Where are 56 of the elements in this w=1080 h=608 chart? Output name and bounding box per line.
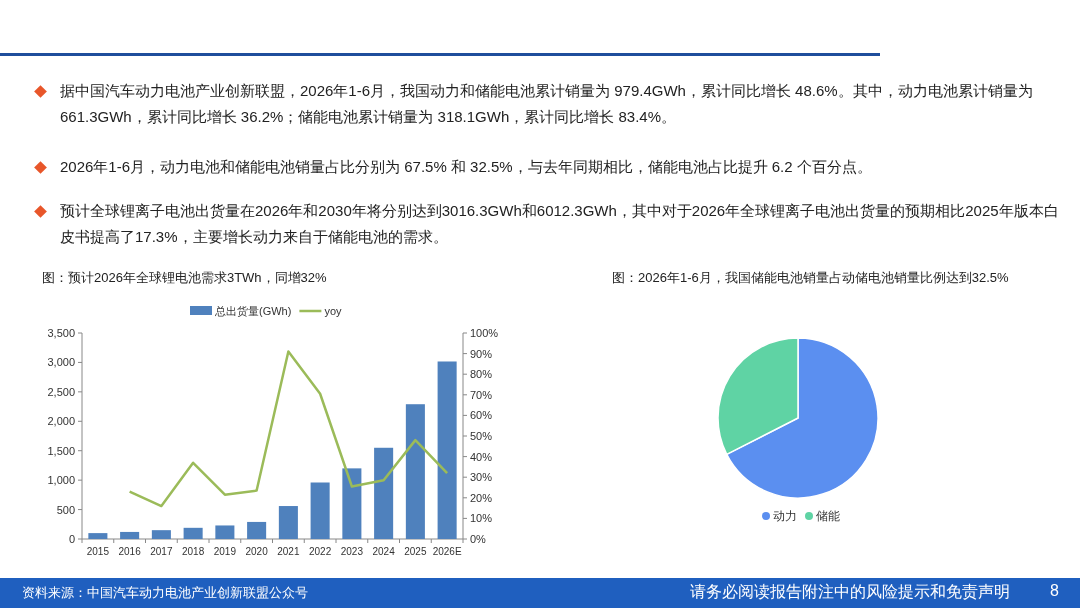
y2-tick-label: 10% — [470, 512, 493, 525]
line-series — [128, 350, 449, 508]
bar — [183, 527, 203, 539]
y-tick-label: 1,500 — [47, 444, 75, 457]
text: 8 — [1050, 582, 1059, 600]
y2-tick-label: 0% — [470, 533, 487, 545]
bar — [374, 447, 394, 539]
y2-tick-label: 80% — [470, 368, 493, 381]
text: 请务必阅读报告附注中的风险提示和免责声明 — [690, 582, 1010, 602]
y2-tick-label: 50% — [470, 430, 493, 442]
x-tick-label: 2023 — [340, 546, 364, 557]
bar — [88, 533, 108, 539]
x-tick-label: 2022 — [309, 546, 332, 557]
y2-tick-label: 20% — [470, 491, 493, 504]
chart-title: 图：2026年1-6月，我国储能电池销量占动储电池销量比例达到32.5% — [612, 270, 1010, 285]
bar — [120, 531, 140, 539]
text: 预计全球锂离子电池出货量在2026年和2030年将分别达到3016.3GWh和6012.3GWh，其中对于2026年全球锂离子电池出货量的预期相比2025年版本白皮书提高了17.3%，主要增长动力来自于储能电池的需求。 — [60, 201, 1060, 247]
x-tick-label: 2021 — [277, 546, 300, 557]
y2-tick-label: 90% — [470, 347, 493, 360]
y2-tick-label: 100% — [470, 327, 499, 339]
legend-label: yoy — [324, 305, 343, 317]
y-tick-label: 2,500 — [47, 385, 75, 398]
bar — [247, 521, 267, 539]
bar — [342, 468, 362, 539]
text: 资料来源：中国汽车动力电池产业创新联盟公众号 — [22, 584, 308, 602]
x-tick-label: 2020 — [245, 546, 269, 557]
bar — [405, 404, 425, 539]
y-tick-label: 0 — [68, 533, 75, 545]
bar — [215, 525, 235, 539]
y2-tick-label: 30% — [470, 471, 493, 484]
x-tick-label: 2017 — [150, 546, 173, 557]
x-tick-label: 2015 — [86, 546, 110, 557]
bar — [278, 506, 298, 539]
bar — [310, 482, 330, 539]
x-tick-label: 2025 — [404, 546, 427, 557]
legend-label: 储能 — [816, 509, 840, 523]
y-tick-label: 3,500 — [47, 327, 75, 339]
y-tick-label: 1,000 — [47, 474, 75, 487]
y2-tick-label: 60% — [470, 409, 493, 422]
x-tick-label: 2018 — [182, 546, 205, 557]
y-tick-label: 500 — [56, 503, 75, 516]
legend-label: 动力 — [773, 509, 797, 523]
y-tick-label: 3,000 — [47, 356, 75, 369]
y2-tick-label: 40% — [470, 450, 493, 463]
x-tick-label: 2024 — [372, 546, 396, 557]
bar — [437, 361, 457, 539]
x-tick-label: 2019 — [213, 546, 237, 557]
legend-label: 总出货量(GWh) — [214, 305, 292, 317]
y2-tick-label: 70% — [470, 388, 493, 401]
text: 2026年1-6月，动力电池和储能电池销量占比分别为 67.5% 和 32.5%，与去年同期相比，储能电池占比提升 6.2 个百分点。 — [60, 157, 873, 177]
x-tick-label: 2026E — [432, 546, 462, 557]
text: 据中国汽车动力电池产业创新联盟，2026年1-6月，我国动力和储能电池累计销量为 979.4GWh，累计同比增长 48.6%。其中，动力电池累计销量为 661.3GWh，累计同比增长 36.2%；储能电池累计销量为 318.1GWh，累计同比增长 83.4%。 — [60, 81, 1034, 127]
bar — [151, 530, 171, 539]
x-tick-label: 2016 — [118, 546, 142, 557]
y-tick-label: 2,000 — [47, 415, 75, 428]
chart-title: 图：预计2026年全球锂电池需求3TWh，同增32% — [42, 270, 328, 285]
